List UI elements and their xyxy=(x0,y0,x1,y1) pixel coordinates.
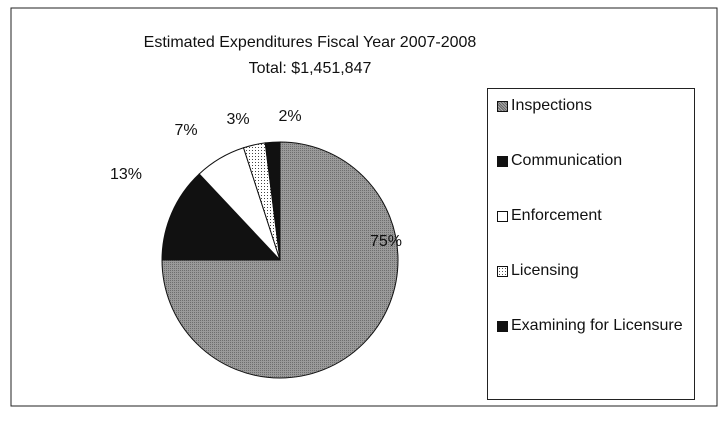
data-label: 13% xyxy=(110,166,142,183)
legend-swatch xyxy=(497,101,508,112)
legend-label: Communication xyxy=(511,152,623,169)
legend-label: Inspections xyxy=(511,97,592,114)
legend-item: Examining for Licensure xyxy=(494,315,688,370)
chart-title: Estimated Expenditures Fiscal Year 2007-… xyxy=(144,34,477,51)
legend-swatch xyxy=(497,156,508,167)
legend-item: Communication xyxy=(494,150,688,205)
legend-swatch xyxy=(497,266,508,277)
legend-swatch xyxy=(497,211,508,222)
data-label: 75% xyxy=(370,233,402,250)
chart-subtitle: Total: $1,451,847 xyxy=(249,60,372,77)
legend-item: Enforcement xyxy=(494,205,688,260)
legend: Inspections Communication Enforcement Licen… xyxy=(487,88,695,400)
pie-slice xyxy=(161,173,282,261)
legend-label: Examining for Licensure xyxy=(511,317,683,334)
legend-swatch xyxy=(497,321,508,332)
legend-item: Inspections xyxy=(494,95,688,150)
data-label: 3% xyxy=(226,111,249,128)
legend-label: Enforcement xyxy=(511,207,602,224)
legend-label: Licensing xyxy=(511,262,579,279)
pie-slice xyxy=(161,141,399,379)
data-label: 2% xyxy=(278,108,301,125)
data-label: 7% xyxy=(174,122,197,139)
legend-item: Licensing xyxy=(494,260,688,315)
pie-slice xyxy=(264,141,281,261)
